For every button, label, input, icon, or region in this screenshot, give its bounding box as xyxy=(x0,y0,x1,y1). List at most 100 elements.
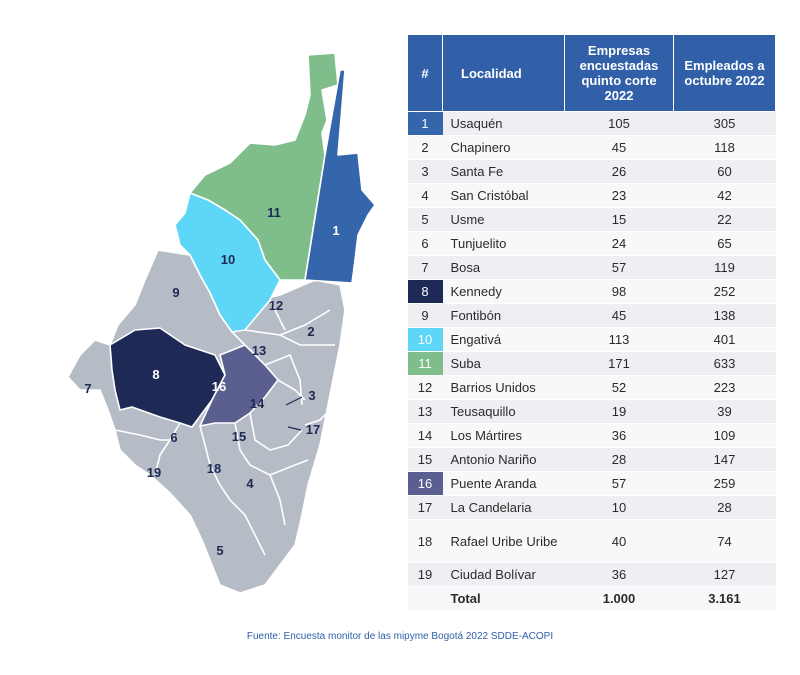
row-localidad: Teusaquillo xyxy=(442,399,565,424)
row-empresas: 19 xyxy=(564,399,674,424)
row-empresas: 23 xyxy=(564,183,674,208)
row-num: 7 xyxy=(407,255,443,280)
row-empleados: 633 xyxy=(673,351,776,376)
table-body: 1 Usaquén 105 305 2 Chapinero 45 118 3 Santa Fe 26… xyxy=(407,111,776,611)
map-label-12: 12 xyxy=(269,298,283,313)
row-num: 4 xyxy=(407,183,443,208)
row-localidad: Engativá xyxy=(442,327,565,352)
region-kennedy xyxy=(109,327,226,428)
table-row: 19 Ciudad Bolívar 36 127 xyxy=(407,562,776,587)
map-label-14: 14 xyxy=(250,396,265,411)
row-num: 6 xyxy=(407,231,443,256)
row-empresas: 113 xyxy=(564,327,674,352)
row-empresas: 36 xyxy=(564,562,674,587)
row-num: 19 xyxy=(407,562,443,587)
map-label-6: 6 xyxy=(170,430,177,445)
map-label-2: 2 xyxy=(307,324,314,339)
map-label-1: 1 xyxy=(332,223,339,238)
map-label-16: 16 xyxy=(212,379,226,394)
region-usaquen xyxy=(304,69,376,284)
table-row: 10 Engativá 113 401 xyxy=(407,327,776,352)
map-label-5: 5 xyxy=(216,543,223,558)
row-empleados: 305 xyxy=(673,111,776,136)
map-label-8: 8 xyxy=(152,367,159,382)
row-empresas: 57 xyxy=(564,471,674,496)
row-num: 15 xyxy=(407,447,443,472)
row-num: 17 xyxy=(407,495,443,520)
row-localidad: Los Mártires xyxy=(442,423,565,448)
row-localidad: Fontibón xyxy=(442,303,565,328)
row-num: 3 xyxy=(407,159,443,184)
row-num: 10 xyxy=(407,327,443,352)
row-localidad: Usaquén xyxy=(442,111,565,136)
map-label-17: 17 xyxy=(306,422,320,437)
row-localidad: Ciudad Bolívar xyxy=(442,562,565,587)
table-total-row: Total 1.000 3.161 xyxy=(407,586,776,611)
row-localidad: Santa Fe xyxy=(442,159,565,184)
row-num: 13 xyxy=(407,399,443,424)
table-row: 7 Bosa 57 119 xyxy=(407,255,776,280)
map-label-18: 18 xyxy=(207,461,221,476)
map-label-11: 11 xyxy=(267,205,281,220)
total-label: Total xyxy=(442,586,565,611)
row-localidad: Tunjuelito xyxy=(442,231,565,256)
row-empresas: 10 xyxy=(564,495,674,520)
row-localidad: Rafael Uribe Uribe xyxy=(442,519,565,563)
table-row: 3 Santa Fe 26 60 xyxy=(407,159,776,184)
row-empleados: 259 xyxy=(673,471,776,496)
map-label-3: 3 xyxy=(308,388,315,403)
row-empresas: 105 xyxy=(564,111,674,136)
table-row: 9 Fontibón 45 138 xyxy=(407,303,776,328)
row-localidad: Suba xyxy=(442,351,565,376)
row-localidad: Antonio Nariño xyxy=(442,447,565,472)
row-num: 1 xyxy=(407,111,443,136)
row-empresas: 57 xyxy=(564,255,674,280)
row-empresas: 24 xyxy=(564,231,674,256)
row-empleados: 119 xyxy=(673,255,776,280)
row-num: 2 xyxy=(407,135,443,160)
map-label-15: 15 xyxy=(232,429,246,444)
row-empleados: 74 xyxy=(673,519,776,563)
row-num: 12 xyxy=(407,375,443,400)
table-row: 5 Usme 15 22 xyxy=(407,207,776,232)
row-num: 16 xyxy=(407,471,443,496)
map-label-19: 19 xyxy=(147,465,161,480)
row-num: 11 xyxy=(407,351,443,376)
row-empresas: 45 xyxy=(564,135,674,160)
row-empresas: 28 xyxy=(564,447,674,472)
row-empleados: 252 xyxy=(673,279,776,304)
table-row: 17 La Candelaria 10 28 xyxy=(407,495,776,520)
map-label-13: 13 xyxy=(252,343,266,358)
table-row: 16 Puente Aranda 57 259 xyxy=(407,471,776,496)
row-localidad: Kennedy xyxy=(442,279,565,304)
row-empresas: 52 xyxy=(564,375,674,400)
localidades-table: # Localidad Empresas encuestadas quinto … xyxy=(407,34,776,611)
row-empresas: 15 xyxy=(564,207,674,232)
row-empresas: 36 xyxy=(564,423,674,448)
row-empleados: 42 xyxy=(673,183,776,208)
table-header-row: # Localidad Empresas encuestadas quinto … xyxy=(407,34,776,112)
table-row: 11 Suba 171 633 xyxy=(407,351,776,376)
row-empleados: 223 xyxy=(673,375,776,400)
row-empleados: 65 xyxy=(673,231,776,256)
row-empresas: 40 xyxy=(564,519,674,563)
row-num: 18 xyxy=(407,519,443,563)
table-row: 18 Rafael Uribe Uribe 40 74 xyxy=(407,519,776,563)
leader-line-3 xyxy=(285,396,303,406)
row-empleados: 127 xyxy=(673,562,776,587)
row-empleados: 138 xyxy=(673,303,776,328)
row-localidad: Usme xyxy=(442,207,565,232)
data-table: # Localidad Empresas encuestadas quinto … xyxy=(407,34,776,611)
header-empresas: Empresas encuestadas quinto corte 2022 xyxy=(564,34,674,112)
table-row: 8 Kennedy 98 252 xyxy=(407,279,776,304)
row-localidad: La Candelaria xyxy=(442,495,565,520)
row-empresas: 26 xyxy=(564,159,674,184)
table-row: 12 Barrios Unidos 52 223 xyxy=(407,375,776,400)
map-label-4: 4 xyxy=(246,476,254,491)
row-empresas: 45 xyxy=(564,303,674,328)
bogota-localidades-map: 1 2 3 4 5 6 7 8 9 10 11 12 13 14 15 16 1… xyxy=(40,45,400,605)
map-label-9: 9 xyxy=(172,285,179,300)
region-engativa xyxy=(174,192,281,333)
table-row: 2 Chapinero 45 118 xyxy=(407,135,776,160)
row-empleados: 401 xyxy=(673,327,776,352)
